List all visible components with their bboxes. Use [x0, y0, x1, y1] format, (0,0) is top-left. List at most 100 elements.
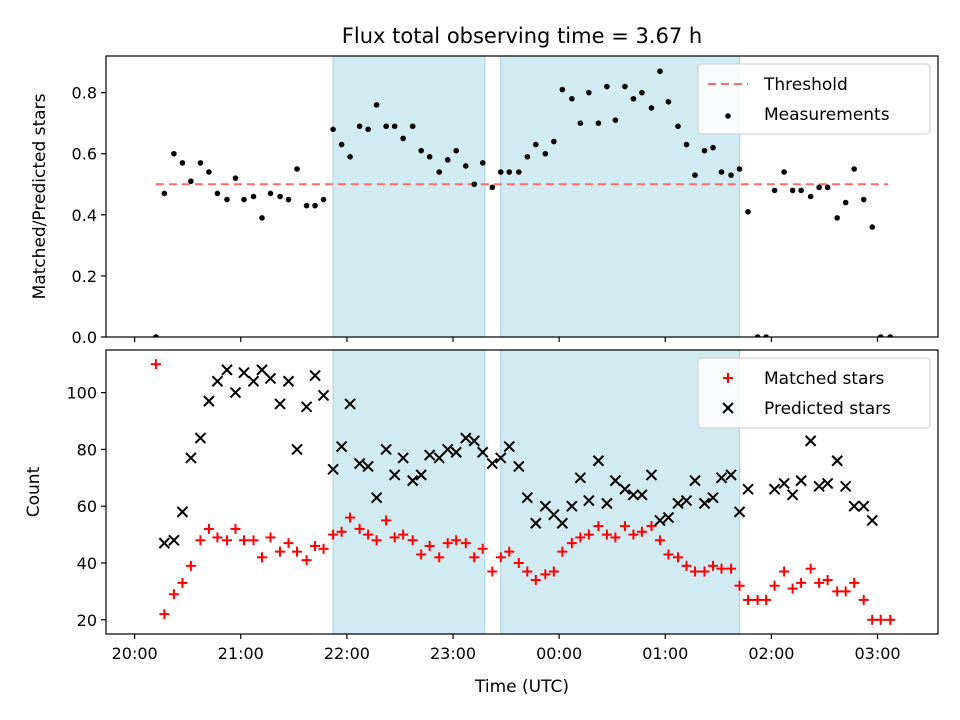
predicted-star-point — [423, 449, 436, 461]
marker-stroke — [672, 497, 684, 510]
y-tick-label: 20 — [77, 611, 97, 630]
measurement-point — [391, 123, 398, 130]
predicted-star-point — [848, 500, 860, 512]
measurement-point — [250, 193, 257, 200]
predicted-star-point — [583, 494, 595, 507]
measurement-point — [639, 89, 645, 96]
matched-star-point — [212, 532, 223, 543]
predicted-star-point — [468, 435, 480, 447]
matched-star-point — [513, 558, 524, 568]
marker-stroke — [725, 469, 737, 481]
matched-star-point — [434, 552, 445, 563]
marker-stroke — [344, 398, 356, 410]
marker-stroke — [707, 491, 719, 504]
y-axis-label: Count — [24, 466, 44, 517]
predicted-star-point — [397, 452, 409, 464]
marker-stroke — [168, 534, 180, 546]
marker-stroke — [654, 514, 666, 527]
measurement-point — [851, 166, 857, 172]
bottom-panel: 20 40 60 80 100 20:00 21:00 22:00 23:00 00:00 01:0… — [24, 349, 939, 663]
measurement-point — [604, 83, 610, 90]
matched-star-point — [673, 552, 683, 563]
predicted-star-point — [539, 500, 552, 512]
predicted-star-point — [813, 480, 825, 493]
predicted-star-point — [689, 474, 701, 487]
matched-star-point — [257, 552, 267, 563]
matched-star-point — [195, 535, 206, 546]
marker-stroke — [486, 457, 498, 470]
marker-stroke — [433, 452, 445, 464]
matched-star-point — [849, 577, 860, 588]
predicted-star-point — [636, 489, 648, 501]
marker-stroke — [662, 511, 675, 524]
measurement-point — [754, 334, 761, 337]
measurement-point — [347, 153, 353, 160]
marker-stroke — [397, 452, 409, 464]
predicted-star-point — [486, 457, 498, 470]
predicted-star-point — [627, 489, 640, 501]
matched-star-point — [787, 583, 798, 594]
predicted-star-point — [317, 389, 330, 402]
matched-star-point — [663, 549, 674, 560]
marker-stroke — [858, 500, 870, 512]
x-tick-label: 02:00 — [748, 644, 794, 663]
measurement-point — [294, 166, 300, 172]
marker-stroke — [566, 500, 578, 512]
predicted-star-point — [388, 469, 401, 481]
matched-star-point — [185, 560, 196, 571]
measurement-point — [153, 334, 159, 337]
matched-star-point — [442, 538, 453, 549]
measurement-point — [373, 102, 380, 108]
marker-stroke — [370, 491, 383, 504]
predicted-star-point — [601, 497, 613, 510]
matched-star-point — [646, 521, 657, 532]
x-tick-label: 22:00 — [324, 644, 370, 663]
predicted-star-point — [725, 469, 737, 481]
matched-star-point — [283, 538, 294, 549]
measurement-point — [479, 160, 486, 166]
marker-stroke — [601, 497, 613, 510]
measurement-point — [648, 105, 655, 111]
marker-stroke — [335, 440, 348, 453]
predicted-star-point — [247, 375, 260, 387]
x-tick-label: 03:00 — [854, 644, 900, 663]
marker-stroke — [592, 455, 605, 467]
measurement-point — [320, 196, 327, 203]
x-tick-label: 21:00 — [218, 644, 264, 663]
measurement-point — [824, 184, 831, 191]
measurement-point — [188, 178, 194, 185]
measurement-point — [426, 153, 433, 160]
measurement-point — [736, 166, 743, 172]
measurement-point — [842, 199, 849, 206]
matched-star-point — [363, 529, 374, 540]
matched-star-point — [407, 535, 418, 546]
predicted-star-point — [176, 506, 189, 518]
predicted-star-point — [300, 401, 313, 413]
marker-stroke — [848, 500, 860, 512]
matched-star-point — [248, 535, 259, 546]
matched-star-point — [681, 560, 692, 571]
predicted-star-point — [168, 534, 180, 546]
predicted-star-point — [353, 457, 366, 470]
measurement-point — [179, 160, 186, 166]
marker-stroke — [831, 455, 843, 467]
measurement-point — [551, 138, 557, 145]
marker-stroke — [813, 480, 825, 493]
matched-star-point — [593, 521, 604, 532]
measurement-point — [771, 187, 778, 194]
predicted-star-point — [211, 375, 224, 387]
predicted-star-point — [680, 494, 693, 507]
marker-stroke — [866, 514, 878, 527]
y-tick-label: 0.6 — [72, 145, 97, 164]
matched-star-point — [424, 540, 435, 551]
measurement-point — [516, 169, 522, 175]
matched-star-point — [875, 614, 886, 625]
marker-stroke — [778, 477, 790, 490]
predicted-star-point — [821, 477, 834, 490]
predicted-star-point — [450, 446, 462, 458]
matched-star-point — [398, 529, 409, 540]
matched-star-point — [540, 569, 551, 580]
marker-stroke — [274, 398, 286, 410]
matched-star-point — [769, 580, 780, 591]
y-tick-label: 0.0 — [72, 328, 97, 347]
